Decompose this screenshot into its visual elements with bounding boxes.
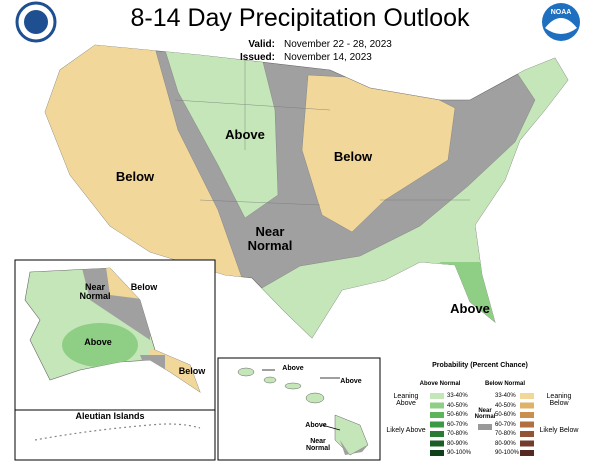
legend-swatch [430,421,444,428]
legend-swatch [520,450,534,456]
legend-swatch [430,402,444,409]
legend-range: 60-70% [495,421,516,428]
hawaii-inset [217,357,381,461]
legend-side: Leaning Above [393,393,419,408]
valid-label: Valid: [248,39,275,50]
legend-side: Likely Below [539,427,579,434]
alaska-label: Near Normal [79,282,111,302]
alaska-label: Below [130,282,158,292]
logos: NOAA [15,1,580,43]
legend-side: Leaning Below [546,393,572,408]
hawaii-label: Above [305,422,327,429]
alaska-inset [14,259,216,461]
legend-swatch [430,440,444,447]
issued-label: Issued: [239,52,275,63]
legend-swatch [520,431,534,437]
aleutian-label: Aleutian Islands [75,411,145,421]
legend-range: 90-100% [495,450,520,456]
legend-range: 80-90% [495,440,516,447]
legend-range: 50-60% [447,412,468,418]
hawaii-label: Above [340,378,362,385]
legend-range: 40-50% [495,402,516,409]
hawaii-label: Near Normal [305,438,331,453]
legend-swatch [520,412,534,418]
conus [44,44,569,339]
legend-side: Likely Above [386,427,426,434]
legend-range: 70-80% [495,431,516,437]
legend-range: 33-40% [447,393,468,399]
legend-swatch [430,450,444,456]
legend-range: 40-50% [447,402,468,409]
region-label: Above [450,301,490,316]
hawaii-label: Above [282,365,304,372]
valid-dates: November 22 - 28, 2023 [284,39,392,50]
legend-heading: Above Normal [419,381,461,387]
region-label: Below [333,149,373,164]
legend-swatch [430,412,444,418]
region-label: Above [225,127,265,142]
region-label: Near Normal [247,224,293,253]
legend-swatch [520,440,534,447]
legend-range: 80-90% [447,440,468,447]
title: 8-14 Day Precipitation Outlook [130,4,470,32]
noaa-logo-text: NOAA [551,9,572,16]
alaska-label: Below [178,366,206,376]
legend-range: 90-100% [447,450,472,456]
legend-title: Probability (Percent Chance) [432,362,528,369]
legend-side: Near Normal [474,408,496,421]
legend-range: 60-70% [447,421,468,428]
legend-heading: Below Normal [484,381,525,387]
legend-range: 33-40% [495,393,516,399]
legend-swatch [430,431,444,437]
legend-range: 50-60% [495,412,516,418]
legend-range: 70-80% [447,431,468,437]
region-label: Below [115,169,155,184]
legend-swatch [520,402,534,409]
legend [430,393,534,456]
legend-swatch [520,421,534,428]
legend-swatch [478,424,492,430]
legend-swatch [520,393,534,399]
alaska-label: Above [84,337,112,347]
legend-swatch [430,393,444,399]
issued-date: November 14, 2023 [284,52,372,63]
